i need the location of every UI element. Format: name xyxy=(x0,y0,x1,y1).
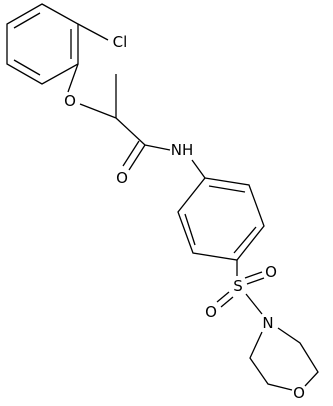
aromatic-bond xyxy=(13,59,41,76)
bonds xyxy=(6,3,319,391)
bond xyxy=(67,63,79,93)
aromatic-bond xyxy=(233,226,257,254)
atom-label: S xyxy=(233,277,243,295)
double-bond xyxy=(216,291,230,303)
bond xyxy=(115,117,146,146)
aromatic-bond xyxy=(184,213,196,246)
bond xyxy=(79,103,117,119)
morpholine-bond xyxy=(277,327,319,387)
chlorophenyl-ring xyxy=(6,3,79,85)
atom-label: Cl xyxy=(113,33,128,51)
bond xyxy=(245,293,263,315)
atom-label: O xyxy=(64,92,76,110)
double-bond xyxy=(220,296,234,308)
bond xyxy=(77,23,109,41)
atom-label: O xyxy=(116,169,128,187)
double-bond xyxy=(128,144,146,171)
atom-label: O xyxy=(265,263,277,281)
atom-label: O xyxy=(293,384,305,402)
double-bond xyxy=(246,277,265,285)
aromatic-bond xyxy=(13,12,41,29)
atom-label: NH xyxy=(171,141,194,159)
bond xyxy=(191,159,206,179)
atom-label: O xyxy=(205,303,217,321)
morpholine-bond xyxy=(249,331,293,391)
aromatic-bond xyxy=(208,185,246,193)
atom-label: N xyxy=(262,314,273,332)
double-bond xyxy=(122,140,140,167)
bond xyxy=(144,144,171,151)
phenylene-ring xyxy=(177,177,265,261)
double-bond xyxy=(244,271,263,279)
